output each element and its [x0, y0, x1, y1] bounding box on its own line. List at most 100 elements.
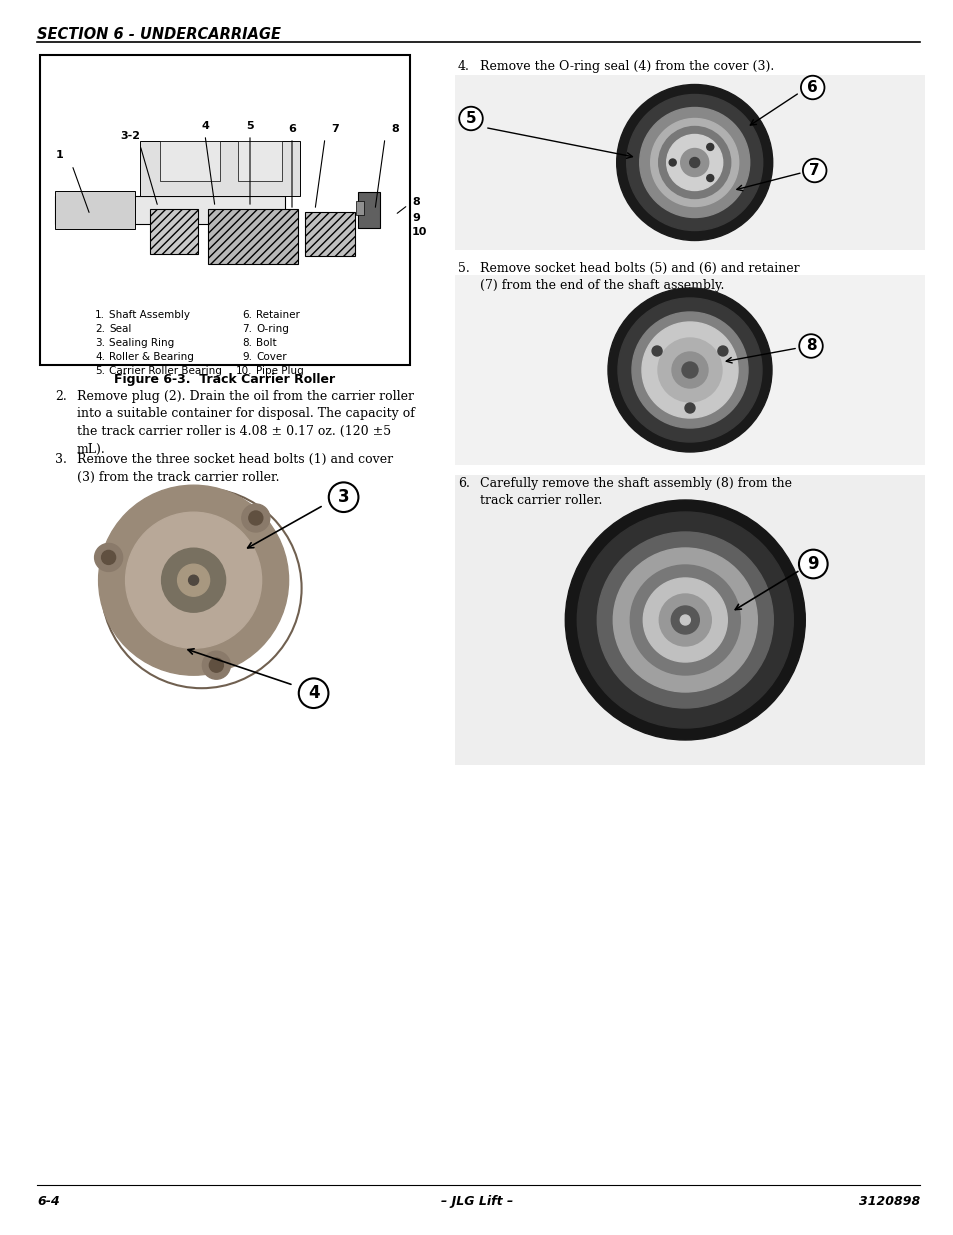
Text: – JLG Lift –: – JLG Lift – [440, 1195, 513, 1208]
Text: 6.: 6. [457, 477, 470, 490]
Bar [55, 196, 285, 224]
Bar [140, 141, 299, 196]
Circle shape [126, 513, 261, 648]
Text: 10: 10 [412, 227, 427, 237]
Circle shape [679, 615, 690, 625]
Bar [455, 475, 924, 764]
Circle shape [626, 95, 761, 231]
Circle shape [652, 346, 661, 356]
Text: 9: 9 [806, 555, 819, 573]
Bar [455, 275, 924, 466]
Text: 8: 8 [805, 338, 816, 353]
Bar [40, 56, 410, 366]
Text: 4: 4 [308, 684, 319, 703]
Text: 1.: 1. [95, 310, 105, 320]
Text: Roller & Bearing: Roller & Bearing [109, 352, 193, 362]
Circle shape [618, 298, 761, 442]
Circle shape [241, 504, 270, 532]
Circle shape [650, 119, 738, 206]
Text: 5.: 5. [95, 366, 105, 375]
Circle shape [565, 500, 804, 740]
Circle shape [161, 548, 225, 613]
Circle shape [658, 126, 730, 199]
Text: 9: 9 [412, 212, 419, 224]
Text: Remove plug (2). Drain the oil from the carrier roller
into a suitable container: Remove plug (2). Drain the oil from the … [77, 390, 415, 456]
Bar [55, 191, 135, 228]
Circle shape [706, 143, 713, 151]
Circle shape [689, 158, 699, 168]
Text: 4.: 4. [457, 61, 470, 73]
Text: 3120898: 3120898 [858, 1195, 919, 1208]
Text: 6-4: 6-4 [37, 1195, 60, 1208]
Circle shape [671, 352, 707, 388]
Text: 10.: 10. [235, 366, 252, 375]
Bar [150, 209, 198, 254]
Text: 3-2: 3-2 [120, 131, 140, 141]
Text: 8: 8 [412, 198, 419, 207]
Text: Seal: Seal [109, 324, 132, 333]
Bar [160, 141, 220, 182]
Text: 2.: 2. [55, 390, 67, 403]
Text: Shaft Assembly: Shaft Assembly [109, 310, 190, 320]
Circle shape [101, 551, 115, 564]
Circle shape [671, 606, 699, 634]
Text: Bolt: Bolt [255, 338, 276, 348]
Circle shape [706, 174, 713, 182]
Circle shape [607, 288, 771, 452]
Bar [355, 201, 364, 215]
Text: 8: 8 [391, 124, 398, 135]
Circle shape [680, 148, 708, 177]
Circle shape [718, 346, 727, 356]
Bar [55, 466, 385, 705]
Circle shape [641, 322, 738, 417]
Circle shape [681, 362, 698, 378]
Bar [455, 75, 924, 249]
Text: 9.: 9. [242, 352, 252, 362]
Text: 5: 5 [246, 121, 253, 131]
Text: 4: 4 [201, 121, 209, 131]
Text: Carefully remove the shaft assembly (8) from the
track carrier roller.: Carefully remove the shaft assembly (8) … [479, 477, 791, 508]
Text: 7.: 7. [242, 324, 252, 333]
Circle shape [177, 564, 210, 597]
Text: 3.: 3. [55, 453, 67, 466]
Text: Retainer: Retainer [255, 310, 299, 320]
Text: 6: 6 [288, 124, 295, 135]
Circle shape [631, 312, 747, 429]
Text: SECTION 6 - UNDERCARRIAGE: SECTION 6 - UNDERCARRIAGE [37, 27, 281, 42]
Text: 8.: 8. [242, 338, 252, 348]
Circle shape [630, 564, 740, 676]
Circle shape [249, 511, 262, 525]
Text: Remove the O-ring seal (4) from the cover (3).: Remove the O-ring seal (4) from the cove… [479, 61, 774, 73]
Text: Pipe Plug: Pipe Plug [255, 366, 303, 375]
Text: 5.: 5. [457, 262, 469, 275]
Circle shape [668, 159, 676, 165]
Text: 1: 1 [56, 149, 64, 161]
Circle shape [666, 135, 722, 190]
Circle shape [658, 338, 721, 403]
Circle shape [639, 107, 749, 217]
Circle shape [684, 403, 695, 412]
Circle shape [597, 532, 773, 708]
Text: Remove socket head bolts (5) and (6) and retainer
(7) from the end of the shaft : Remove socket head bolts (5) and (6) and… [479, 262, 799, 293]
Circle shape [94, 543, 123, 572]
Circle shape [613, 548, 757, 692]
Circle shape [577, 513, 793, 727]
Circle shape [202, 651, 230, 679]
Text: 7: 7 [808, 163, 820, 178]
Text: Cover: Cover [255, 352, 286, 362]
Text: Remove the three socket head bolts (1) and cover
(3) from the track carrier roll: Remove the three socket head bolts (1) a… [77, 453, 393, 483]
Text: O-ring: O-ring [255, 324, 289, 333]
Text: 2.: 2. [95, 324, 105, 333]
Text: 4.: 4. [95, 352, 105, 362]
Bar [305, 212, 355, 256]
Circle shape [209, 658, 223, 672]
Text: 6.: 6. [242, 310, 252, 320]
Text: Sealing Ring: Sealing Ring [109, 338, 174, 348]
Text: Carrier Roller Bearing: Carrier Roller Bearing [109, 366, 222, 375]
Text: 3: 3 [337, 488, 349, 506]
Text: 3.: 3. [95, 338, 105, 348]
Text: 6: 6 [806, 80, 818, 95]
Circle shape [616, 84, 772, 241]
Circle shape [98, 485, 289, 676]
Circle shape [642, 578, 726, 662]
